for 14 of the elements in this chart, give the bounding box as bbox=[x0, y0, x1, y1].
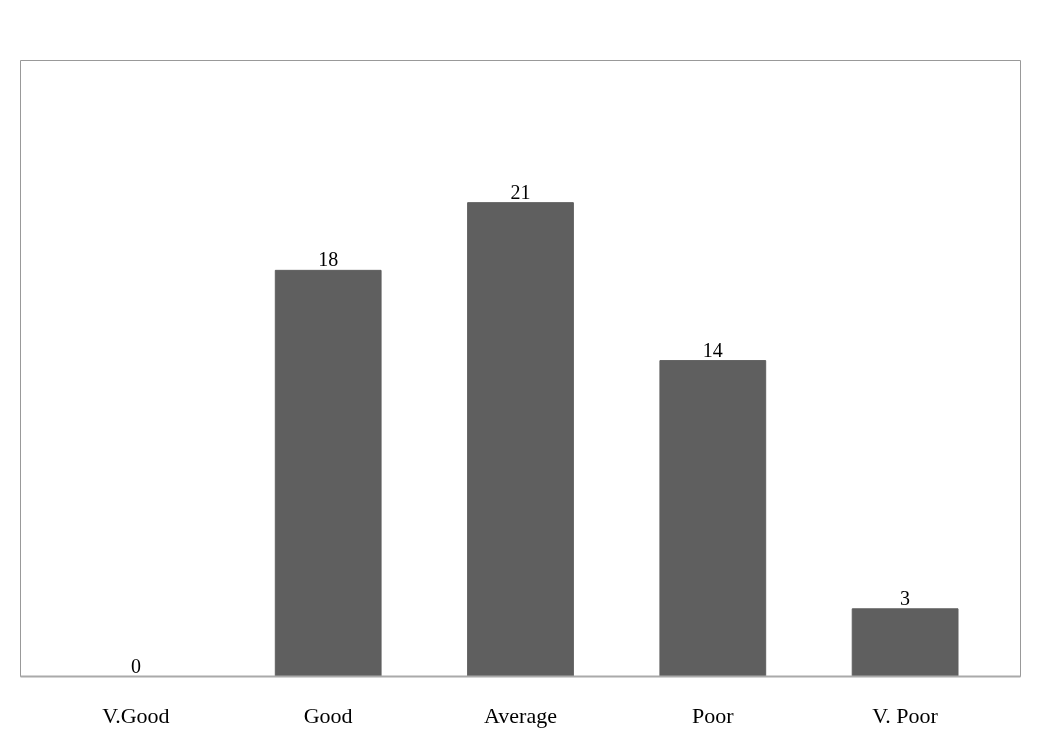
bar bbox=[467, 202, 574, 677]
x-tick-label: V. Poor bbox=[872, 702, 939, 728]
data-label: 14 bbox=[702, 338, 723, 361]
bar bbox=[659, 360, 767, 677]
x-tick-label: Poor bbox=[692, 702, 735, 728]
x-tick-label: V.Good bbox=[102, 702, 170, 728]
x-tick-label: Average bbox=[484, 702, 557, 728]
bar bbox=[851, 608, 959, 677]
x-tick-label: Good bbox=[303, 702, 353, 728]
data-label: 3 bbox=[900, 586, 911, 609]
data-label: 0 bbox=[130, 654, 141, 677]
data-label: 21 bbox=[510, 180, 531, 203]
data-label: 18 bbox=[318, 248, 339, 271]
bar bbox=[274, 269, 382, 677]
